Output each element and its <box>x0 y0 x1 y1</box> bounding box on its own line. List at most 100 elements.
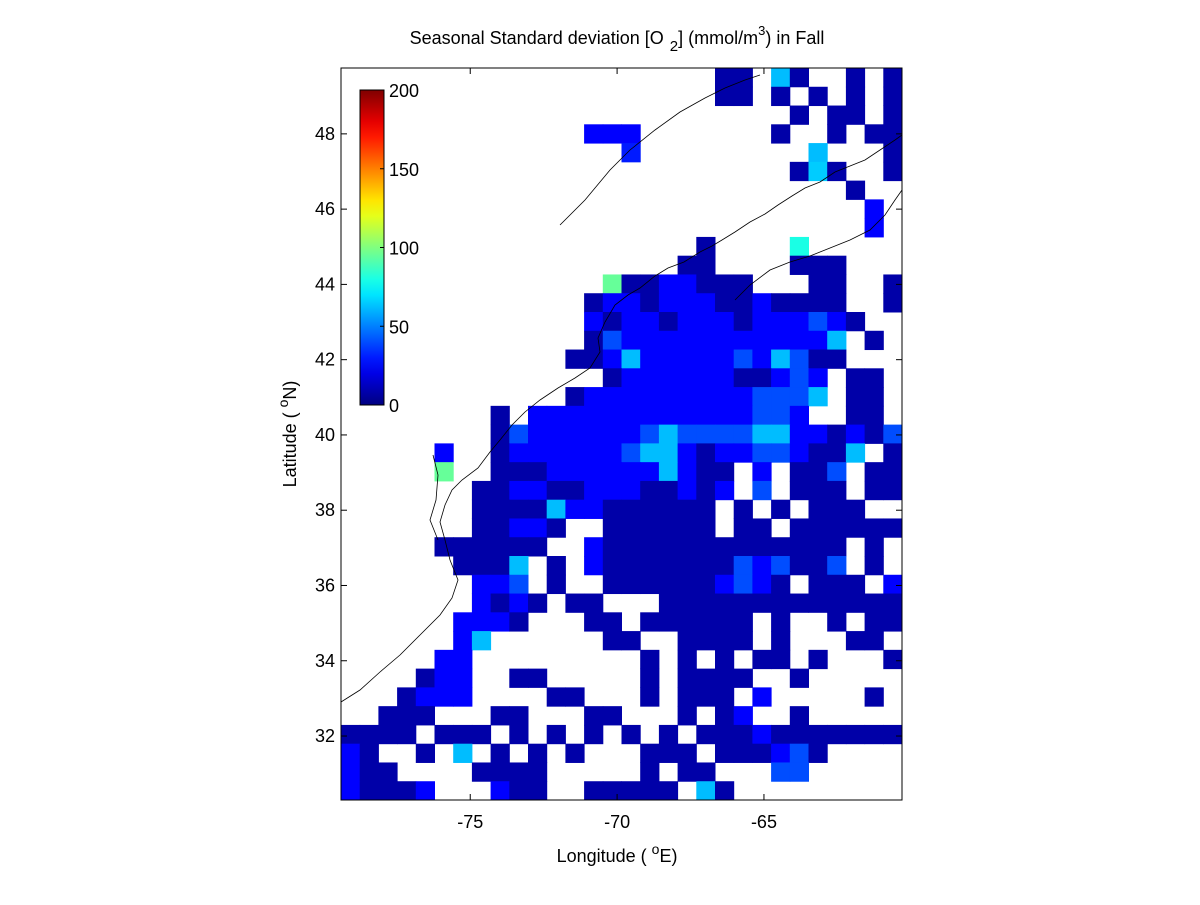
heatmap-cell <box>471 499 492 519</box>
coast-path <box>340 134 903 703</box>
heatmap-cell <box>621 781 641 801</box>
heatmap-cell <box>808 161 828 182</box>
heatmap-cell <box>752 649 772 670</box>
heatmap-cell <box>378 706 398 726</box>
heatmap-cell <box>733 743 753 763</box>
heatmap-cell <box>490 762 510 782</box>
heatmap-cell <box>677 556 697 576</box>
heatmap-cell <box>864 218 884 238</box>
heatmap-cell <box>565 743 585 763</box>
heatmap-cell <box>789 668 809 688</box>
colorbar-tick-label: 150 <box>389 160 419 180</box>
heatmap-cells <box>341 68 903 801</box>
heatmap-cell <box>640 312 660 332</box>
heatmap-cell <box>808 480 828 501</box>
heatmap-cell <box>789 68 809 88</box>
heatmap-cell <box>677 405 697 426</box>
heatmap-cell <box>546 518 566 538</box>
heatmap-cell <box>584 499 604 519</box>
heatmap-cell <box>827 105 847 125</box>
heatmap-cell <box>509 724 529 745</box>
heatmap-cell <box>658 293 679 313</box>
heatmap-cell <box>434 687 454 707</box>
heatmap-cell <box>696 668 716 688</box>
heatmap-cell <box>883 612 903 632</box>
heatmap-cell <box>584 387 604 407</box>
heatmap-cell <box>883 443 903 463</box>
plot-frame <box>340 67 903 801</box>
heatmap-cell <box>883 124 903 144</box>
y-tick-label: 46 <box>315 199 335 219</box>
y-tick-label: 36 <box>315 575 335 595</box>
heatmap-cell <box>752 405 772 426</box>
heatmap-cell <box>602 405 622 426</box>
heatmap-cell <box>378 724 398 745</box>
heatmap-cell <box>696 687 716 707</box>
heatmap-cell <box>696 724 716 745</box>
heatmap-cell <box>584 293 604 313</box>
heatmap-cell <box>528 499 548 519</box>
heatmap-cell <box>359 762 379 782</box>
colorbar-tick-label: 100 <box>389 239 419 259</box>
heatmap-cell <box>509 574 529 595</box>
heatmap-cell <box>808 649 828 670</box>
heatmap-cell <box>677 631 697 651</box>
heatmap-cell <box>677 480 697 501</box>
heatmap-cell <box>883 161 903 182</box>
heatmap-cell <box>490 537 510 557</box>
heatmap-cell <box>509 480 529 501</box>
x-tick-label: -65 <box>751 812 777 832</box>
heatmap-cell <box>658 443 679 463</box>
heatmap-cell <box>658 593 679 613</box>
heatmap-cell <box>341 743 361 763</box>
label-text: E) <box>659 846 677 866</box>
heatmap-cell <box>621 480 641 501</box>
heatmap-cell <box>640 574 660 595</box>
heatmap-cell <box>715 68 735 88</box>
heatmap-cell <box>584 781 604 801</box>
heatmap-cell <box>789 161 809 182</box>
heatmap-cell <box>827 312 847 332</box>
heatmap-cell <box>808 330 828 351</box>
heatmap-cell <box>490 462 510 482</box>
heatmap-cell <box>490 499 510 519</box>
heatmap-cell <box>696 293 716 313</box>
heatmap-cell <box>715 743 735 763</box>
heatmap-cell <box>752 743 772 763</box>
heatmap-cell <box>789 443 809 463</box>
heatmap-cell <box>696 462 716 482</box>
heatmap-cell <box>808 537 828 557</box>
heatmap-cell <box>808 424 828 444</box>
heatmap-cell <box>378 762 398 782</box>
heatmap-cell <box>602 424 622 444</box>
heatmap-cell <box>602 706 622 726</box>
heatmap-cell <box>789 462 809 482</box>
heatmap-cell <box>677 706 697 726</box>
heatmap-cell <box>715 687 735 707</box>
heatmap-cell <box>471 537 492 557</box>
heatmap-cell <box>677 462 697 482</box>
heatmap-cell <box>771 593 791 613</box>
heatmap-cell <box>453 556 473 576</box>
heatmap-cell <box>658 368 679 388</box>
heatmap-cell <box>677 537 697 557</box>
heatmap-cell <box>677 368 697 388</box>
heatmap-cell <box>696 255 716 275</box>
heatmap-cell <box>733 518 753 538</box>
heatmap-cell <box>602 612 622 632</box>
heatmap-cell <box>883 143 903 163</box>
heatmap-cell <box>771 649 791 670</box>
heatmap-cell <box>621 556 641 576</box>
heatmap-cell <box>715 293 735 313</box>
heatmap-cell <box>715 86 735 107</box>
heatmap-cell <box>827 593 847 613</box>
heatmap-cell <box>715 706 735 726</box>
heatmap-cell <box>827 612 847 632</box>
heatmap-cell <box>733 593 753 613</box>
heatmap-cell <box>715 312 735 332</box>
heatmap-cell <box>771 349 791 369</box>
heatmap-cell <box>640 462 660 482</box>
heatmap-cell <box>602 312 622 332</box>
